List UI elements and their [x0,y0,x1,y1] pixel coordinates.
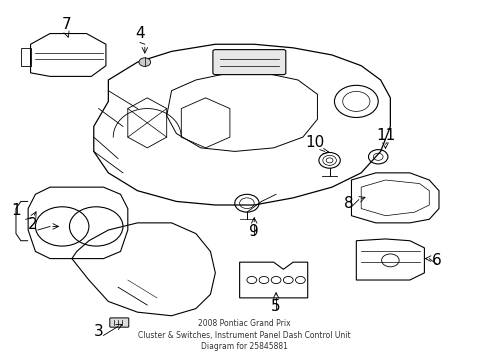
Text: 6: 6 [431,253,441,268]
Text: 8: 8 [344,196,353,211]
FancyBboxPatch shape [110,318,128,327]
Text: 5: 5 [271,299,280,314]
Text: 3: 3 [94,324,103,339]
Text: 7: 7 [62,17,72,32]
Text: 2008 Pontiac Grand Prix
Cluster & Switches, Instrument Panel Dash Control Unit
D: 2008 Pontiac Grand Prix Cluster & Switch… [138,319,350,351]
Circle shape [139,58,150,66]
Text: 9: 9 [249,224,259,239]
FancyBboxPatch shape [212,50,285,75]
Text: 1: 1 [11,203,21,218]
Text: 2: 2 [28,217,38,232]
Text: 4: 4 [135,26,144,41]
Text: 10: 10 [305,135,324,150]
Text: 11: 11 [375,128,394,143]
